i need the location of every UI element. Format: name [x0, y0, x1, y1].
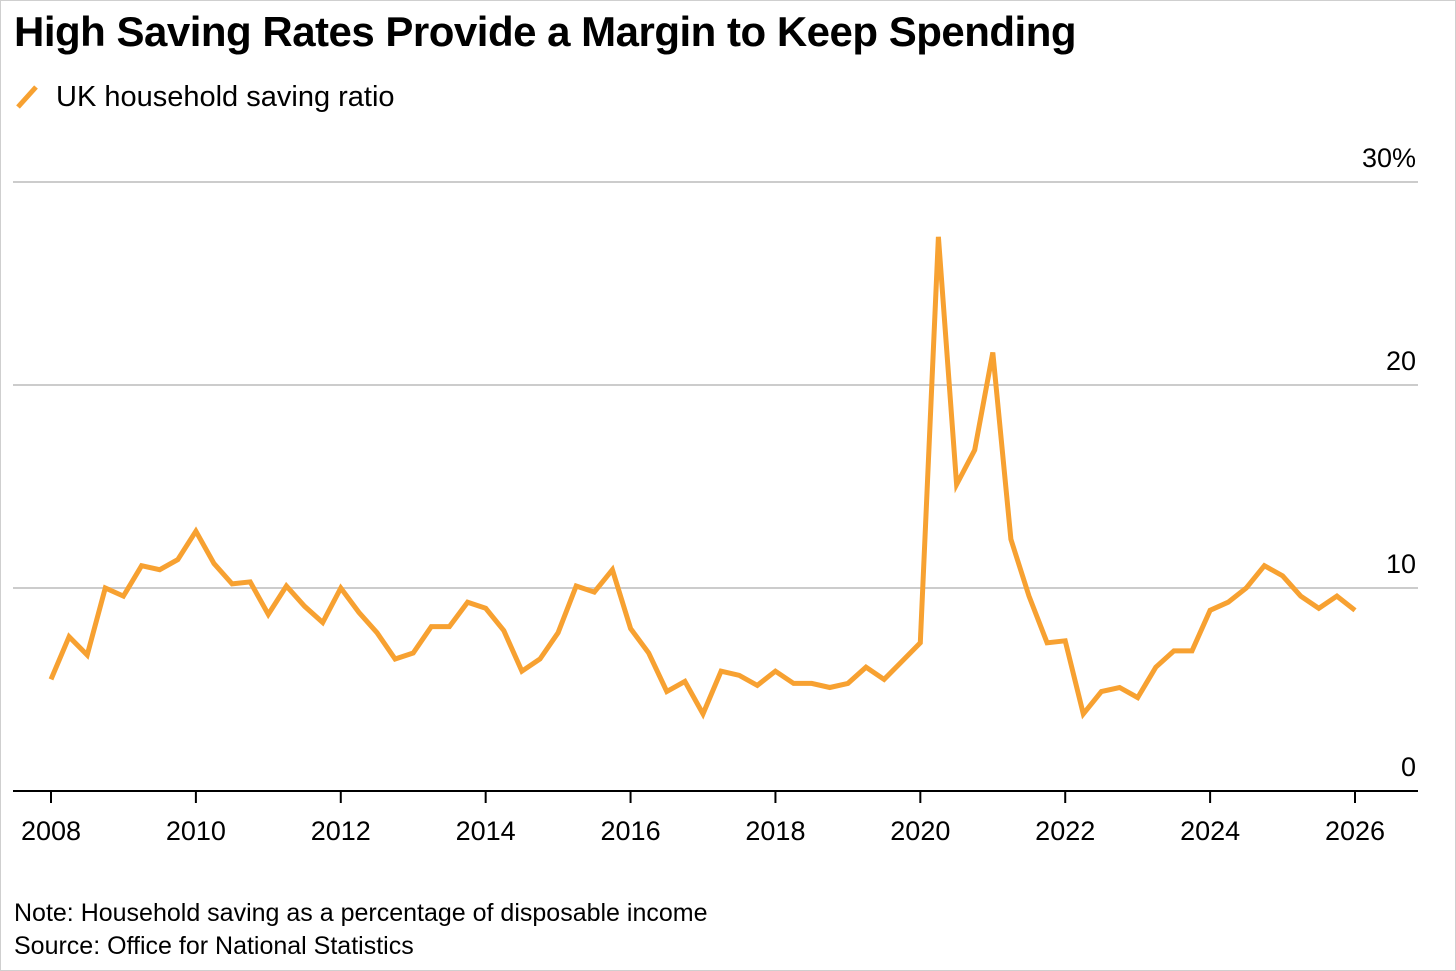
- x-tick-label: 2016: [601, 816, 661, 846]
- y-tick-label: 20: [1386, 346, 1416, 376]
- source-text: Source: Office for National Statistics: [14, 932, 414, 960]
- y-tick-label: 30%: [1362, 143, 1416, 173]
- x-tick-label: 2008: [21, 816, 81, 846]
- legend: UK household saving ratio: [14, 80, 395, 114]
- x-tick-label: 2020: [890, 816, 950, 846]
- x-tick-label: 2010: [166, 816, 226, 846]
- y-tick-label: 0: [1401, 752, 1416, 782]
- legend-swatch-icon: [16, 85, 38, 109]
- note-text: Note: Household saving as a percentage o…: [14, 899, 708, 927]
- x-tick-label: 2018: [745, 816, 805, 846]
- series-line-saving-ratio: [48, 236, 1357, 720]
- x-tick-label: 2012: [311, 816, 371, 846]
- line-chart: 0 10 20 30% 2008 2010 2012 2014 2016 2018 2020 2022…: [13, 143, 1418, 846]
- x-tick-label: 2022: [1035, 816, 1095, 846]
- chart-footnotes: Note: Household saving as a percentage o…: [14, 897, 708, 963]
- x-tick-label: 2014: [456, 816, 516, 846]
- legend-label: UK household saving ratio: [56, 80, 395, 113]
- chart-title: High Saving Rates Provide a Margin to Ke…: [14, 8, 1077, 55]
- x-tick-label: 2024: [1180, 816, 1240, 846]
- y-tick-label: 10: [1386, 549, 1416, 579]
- x-tick-label: 2026: [1325, 816, 1385, 846]
